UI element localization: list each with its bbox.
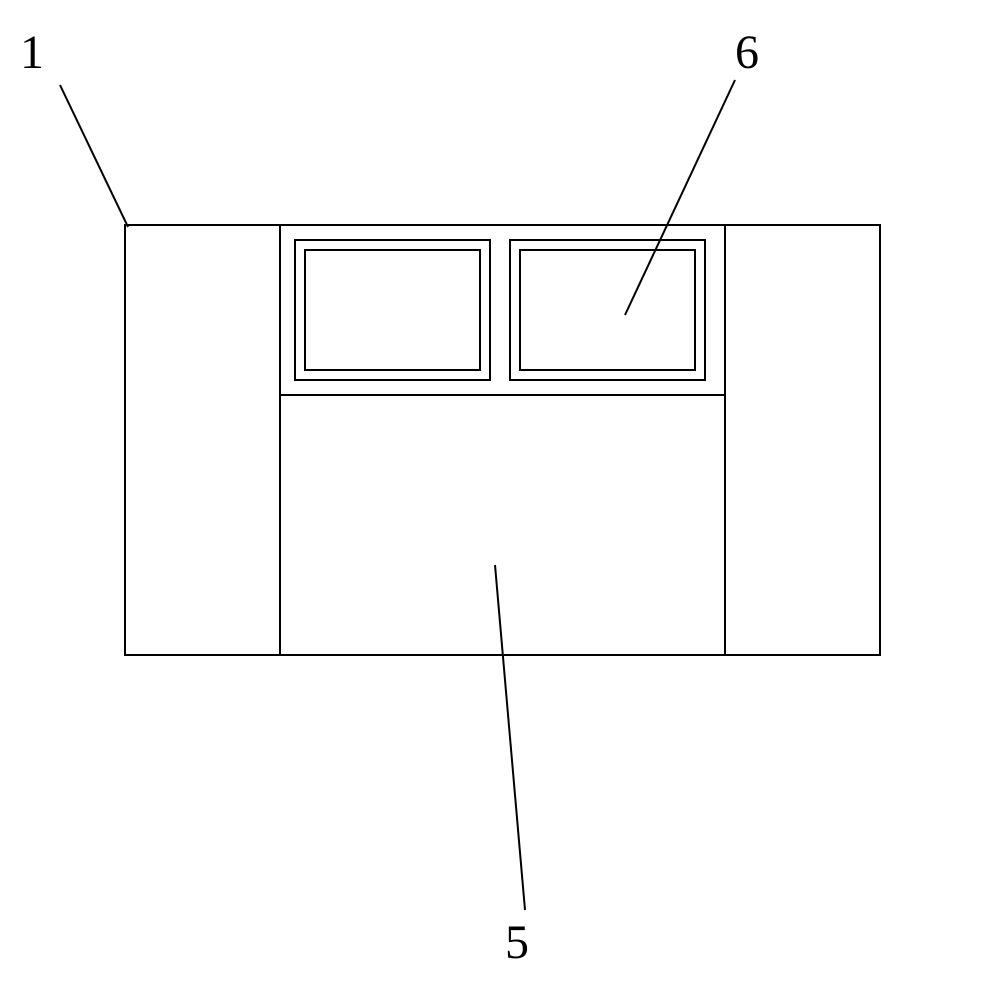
label-6: 6: [735, 25, 759, 80]
inner-box-right-outer: [510, 240, 705, 380]
inner-box-right-inner: [520, 250, 695, 370]
leader-line-1: [60, 85, 128, 227]
diagram-svg: [0, 0, 998, 1000]
main-rect: [125, 225, 880, 655]
leader-line-6: [625, 80, 735, 315]
leader-line-5: [495, 565, 525, 910]
diagram-container: 1 6 5: [0, 0, 998, 1000]
inner-box-left-outer: [295, 240, 490, 380]
inner-box-left-inner: [305, 250, 480, 370]
label-1: 1: [20, 25, 44, 80]
label-5: 5: [505, 915, 529, 970]
